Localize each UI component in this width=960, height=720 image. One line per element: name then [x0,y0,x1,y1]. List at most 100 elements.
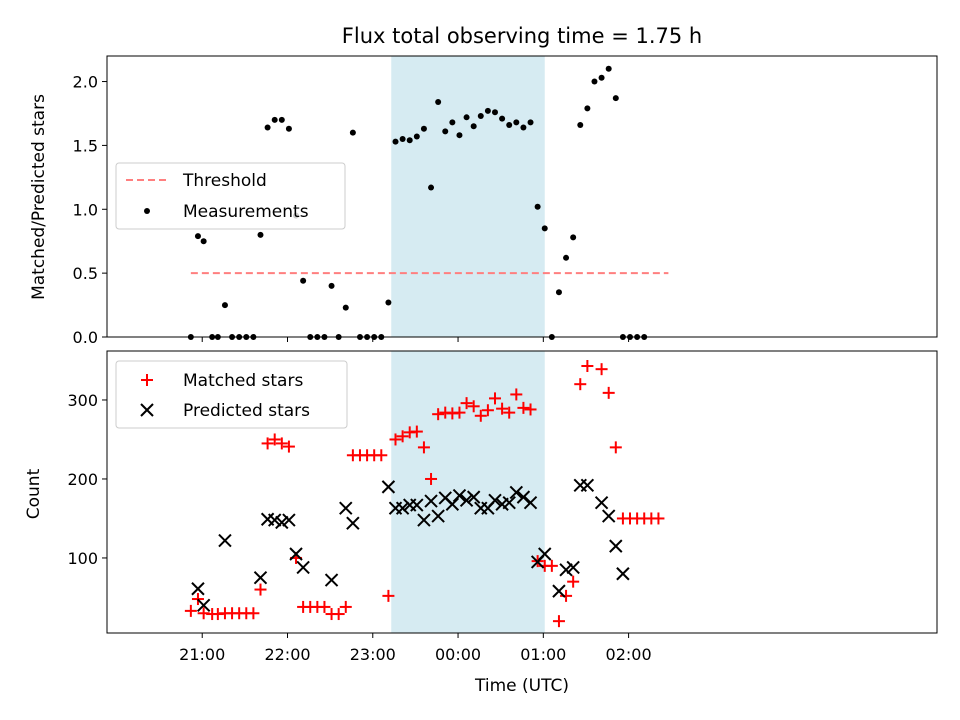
measurement-point [541,225,548,232]
predicted-star-marker [431,509,445,523]
predicted-star-marker [417,513,431,527]
matched-star-marker [432,408,445,421]
bottom-y-axis-label: Count [24,468,44,519]
measurement-point [264,124,271,131]
top-y-tick-label: 2.0 [73,73,98,92]
x-tick-label: 21:00 [179,645,225,664]
predicted-star-marker [594,495,609,510]
measurement-point [534,203,541,210]
top-panel: Flux total observing time = 1.75 h 0.0 0.… [29,24,938,347]
matched-star-marker [282,440,295,453]
bottom-y-tick-label: 200 [67,470,98,489]
matched-star-marker [191,593,204,606]
measurement-point [591,78,598,85]
measurement-point [449,119,456,126]
matched-star-marker [552,615,565,628]
predicted-star-marker [488,493,502,508]
measurement-point [349,129,356,136]
x-tick-label: 00:00 [435,645,481,664]
top-y-tick-label: 0.5 [73,264,98,283]
matched-star-marker [396,430,409,443]
legend-matched-label: Matched stars [183,371,303,391]
measurement-point [406,137,413,144]
predicted-star-marker [559,563,573,577]
predicted-star-marker [452,488,467,503]
x-tick-label: 02:00 [606,645,652,664]
measurement-point [612,95,619,102]
matched-star-marker [488,392,501,405]
bottom-plot-frame [106,350,938,634]
measurement-point [200,238,207,245]
predicted-star-marker [466,490,481,504]
measurement-point [342,304,349,311]
predicted-star-marker [282,513,296,527]
measurement-point [605,65,612,72]
predicted-star-marker [609,539,623,553]
predicted-star-marker [296,560,310,575]
top-y-tick-label: 0.0 [73,328,98,347]
matched-star-marker [247,607,260,620]
predicted-star-marker [218,533,232,548]
legend-predicted-swatch [140,403,154,417]
matched-star-marker [375,449,388,462]
predicted-star-marker [346,516,360,530]
matched-star-marker [581,360,594,373]
measurement-point [399,136,406,143]
top-legend-box [115,162,346,230]
matched-star-marker [318,600,331,613]
measurement-point [584,105,591,112]
measurement-point [570,234,577,241]
measurement-point [278,116,285,123]
x-axis-label: Time (UTC) [474,676,569,696]
matched-star-marker [595,363,608,376]
predicted-star-marker [289,547,303,561]
legend-threshold-label: Threshold [182,171,267,191]
measurement-point [392,138,399,145]
measurement-point [194,233,201,240]
bottom-y-tick-label: 300 [67,391,98,410]
matched-star-marker [652,512,665,525]
measurement-point [563,254,570,261]
x-tick-label: 22:00 [264,645,310,664]
matched-star-marker [254,583,267,596]
predicted-star-marker [381,480,396,494]
predicted-star-marker [253,570,268,585]
predicted-star-marker [566,560,580,575]
matched-star-marker [517,401,530,414]
measurement-point [428,184,435,191]
matched-star-marker [460,397,473,410]
top-highlight-window [391,56,545,337]
measurement-point [435,98,442,105]
measurement-point [577,121,584,128]
bottom-y-tick-label: 100 [67,549,98,568]
legend-matched-swatch [141,374,153,386]
measurement-point [456,132,463,139]
x-tick-label: 23:00 [350,645,396,664]
measurement-point [221,302,228,309]
predicted-star-marker [424,494,438,508]
measurement-point [470,123,477,130]
predicted-star-marker [267,513,282,527]
predicted-star-marker [410,498,424,512]
matched-star-marker [184,604,197,617]
predicted-star-marker [339,501,353,515]
matched-star-marker [474,409,487,422]
top-y-tick-label: 1.5 [73,136,98,155]
matched-star-marker [425,472,438,485]
matched-star-marker [268,433,281,446]
predicted-star-marker [502,495,516,510]
matched-star-marker [417,441,430,454]
measurement-point [484,107,491,114]
predicted-star-marker [445,497,460,511]
matched-star-marker [261,437,274,450]
measurement-point [463,114,470,121]
measurement-point [477,113,484,120]
measurement-point [420,125,427,132]
matched-star-marker [545,559,558,572]
legend-measurements-label: Measurements [183,202,309,222]
matched-star-marker [524,403,537,416]
measurement-point [271,116,278,123]
matched-star-marker [602,386,615,399]
predicted-star-marker [601,509,616,523]
